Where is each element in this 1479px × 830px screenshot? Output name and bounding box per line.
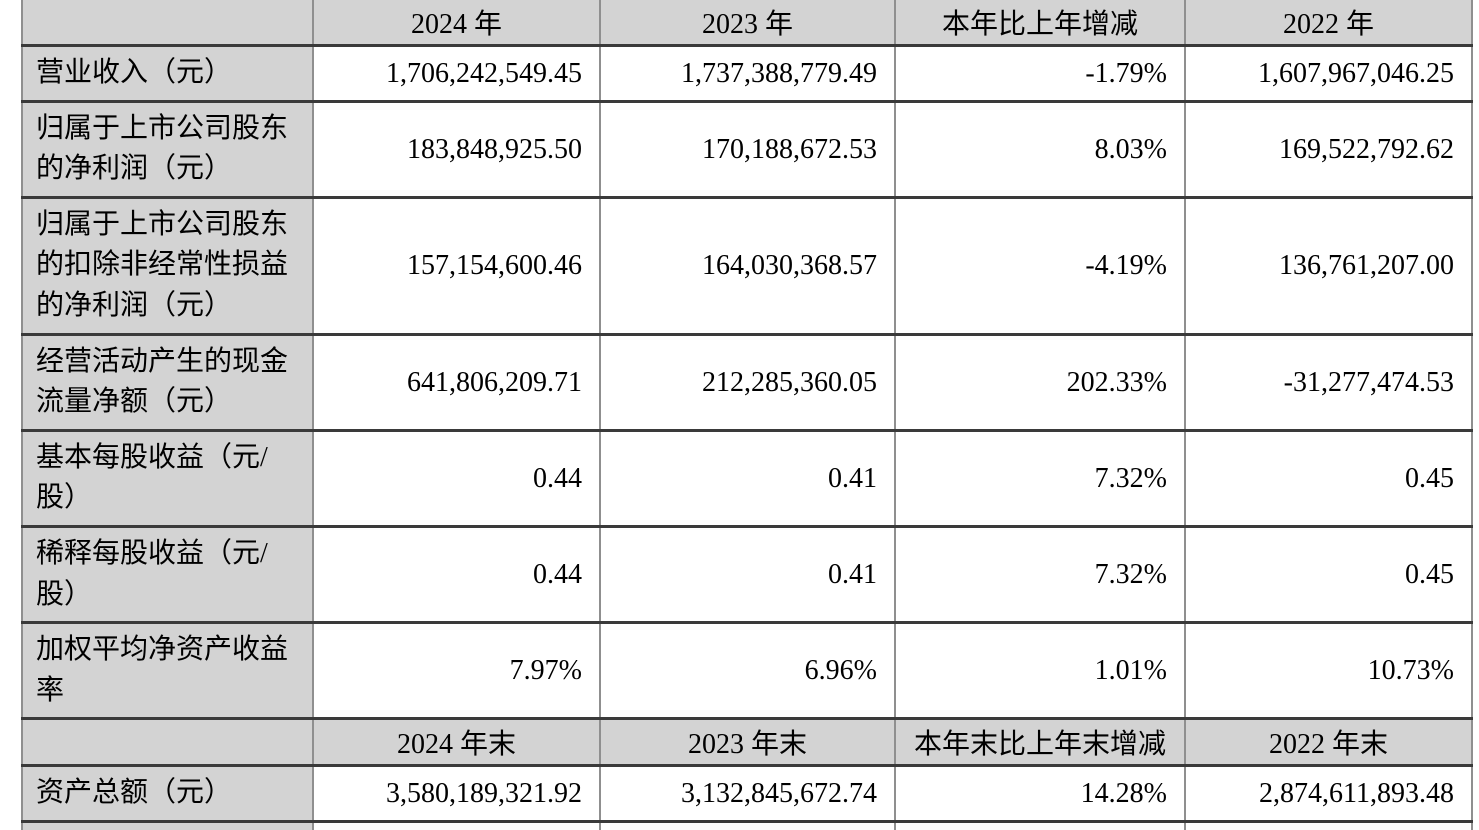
value-cell-2022: 169,522,792.62 — [1184, 99, 1473, 199]
value-cell-2024: 3,580,189,321.92 — [312, 764, 601, 823]
value-cell-2023: 6.96% — [599, 621, 896, 721]
value-cell-2024: 0.44 — [312, 428, 601, 528]
table-row-net-assets: 归属于上市公司股东的净资产（元） 2,640,902,989.61 2,226,… — [21, 819, 1473, 830]
header-cell-2023-end: 2023 年末 — [599, 717, 896, 768]
value-cell-2023: 170,188,672.53 — [599, 99, 896, 199]
value-cell-2023: 0.41 — [599, 428, 896, 528]
value-cell-2022: 1,607,967,046.25 — [1184, 44, 1473, 103]
row-label-cell: 资产总额（元） — [21, 764, 314, 823]
table-row-weighted-avg-roe: 加权平均净资产收益率 7.97% 6.96% 1.01% 10.73% — [21, 621, 1473, 721]
table-header-row-year-end: 2024 年末 2023 年末 本年末比上年末增减 2022 年末 — [21, 717, 1473, 768]
table-row-net-profit: 归属于上市公司股东的净利润（元） 183,848,925.50 170,188,… — [21, 99, 1473, 199]
row-label-cell: 加权平均净资产收益率 — [21, 621, 314, 721]
header-cell-empty — [21, 717, 314, 768]
value-cell-2022: 136,761,207.00 — [1184, 195, 1473, 336]
value-cell-change: -1.79% — [894, 44, 1186, 103]
header-cell-2023: 2023 年 — [599, 0, 896, 47]
value-cell-change: 202.33% — [894, 332, 1186, 432]
header-cell-2022: 2022 年 — [1184, 0, 1473, 47]
value-cell-2022: 10.73% — [1184, 621, 1473, 721]
row-label-cell: 经营活动产生的现金流量净额（元） — [21, 332, 314, 432]
table-row-operating-cash-flow: 经营活动产生的现金流量净额（元） 641,806,209.71 212,285,… — [21, 332, 1473, 432]
header-cell-empty — [21, 0, 314, 47]
value-cell-2023: 2,226,292,526.28 — [599, 819, 896, 830]
value-cell-2024: 157,154,600.46 — [312, 195, 601, 336]
value-cell-2024: 1,706,242,549.45 — [312, 44, 601, 103]
value-cell-2023: 164,030,368.57 — [599, 195, 896, 336]
value-cell-2022: -31,277,474.53 — [1184, 332, 1473, 432]
value-cell-2023: 212,285,360.05 — [599, 332, 896, 432]
value-cell-2024: 0.44 — [312, 524, 601, 625]
value-cell-change: 18.62% — [894, 819, 1186, 830]
value-cell-change: 7.32% — [894, 524, 1186, 625]
table-row-total-assets: 资产总额（元） 3,580,189,321.92 3,132,845,672.7… — [21, 764, 1473, 823]
table-header-row-annual: 2024 年 2023 年 本年比上年增减 2022 年 — [21, 0, 1473, 47]
header-cell-2022-end: 2022 年末 — [1184, 717, 1473, 768]
value-cell-2023: 1,737,388,779.49 — [599, 44, 896, 103]
value-cell-change: 8.03% — [894, 99, 1186, 199]
value-cell-change: 7.32% — [894, 428, 1186, 528]
header-cell-2024: 2024 年 — [312, 0, 601, 47]
row-label-cell: 营业收入（元） — [21, 44, 314, 103]
value-cell-2024: 7.97% — [312, 621, 601, 721]
value-cell-2022: 2,874,611,893.48 — [1184, 764, 1473, 823]
value-cell-2023: 3,132,845,672.74 — [599, 764, 896, 823]
row-label-cell: 基本每股收益（元/股） — [21, 428, 314, 528]
value-cell-2024: 641,806,209.71 — [312, 332, 601, 432]
value-cell-2024: 2,640,902,989.61 — [312, 819, 601, 830]
value-cell-change: -4.19% — [894, 195, 1186, 336]
header-cell-2024-end: 2024 年末 — [312, 717, 601, 768]
table-row-revenue: 营业收入（元） 1,706,242,549.45 1,737,388,779.4… — [21, 44, 1473, 103]
table-row-net-profit-excl-nonrecurring: 归属于上市公司股东的扣除非经常性损益的净利润（元） 157,154,600.46… — [21, 195, 1473, 336]
table-row-diluted-eps: 稀释每股收益（元/股） 0.44 0.41 7.32% 0.45 — [21, 524, 1473, 625]
value-cell-2023: 0.41 — [599, 524, 896, 625]
value-cell-2022: 0.45 — [1184, 428, 1473, 528]
value-cell-2024: 183,848,925.50 — [312, 99, 601, 199]
header-cell-yoy-change: 本年比上年增减 — [894, 0, 1186, 47]
financial-summary-table: 2024 年 2023 年 本年比上年增减 2022 年 营业收入（元） 1,7… — [21, 0, 1473, 830]
row-label-cell: 归属于上市公司股东的净资产（元） — [21, 819, 314, 830]
value-cell-2022: 2,370,467,383.42 — [1184, 819, 1473, 830]
row-label-cell: 归属于上市公司股东的扣除非经常性损益的净利润（元） — [21, 195, 314, 336]
value-cell-change: 14.28% — [894, 764, 1186, 823]
table-row-basic-eps: 基本每股收益（元/股） 0.44 0.41 7.32% 0.45 — [21, 428, 1473, 528]
row-label-cell: 稀释每股收益（元/股） — [21, 524, 314, 625]
value-cell-2022: 0.45 — [1184, 524, 1473, 625]
header-cell-year-end-change: 本年末比上年末增减 — [894, 717, 1186, 768]
value-cell-change: 1.01% — [894, 621, 1186, 721]
row-label-cell: 归属于上市公司股东的净利润（元） — [21, 99, 314, 199]
